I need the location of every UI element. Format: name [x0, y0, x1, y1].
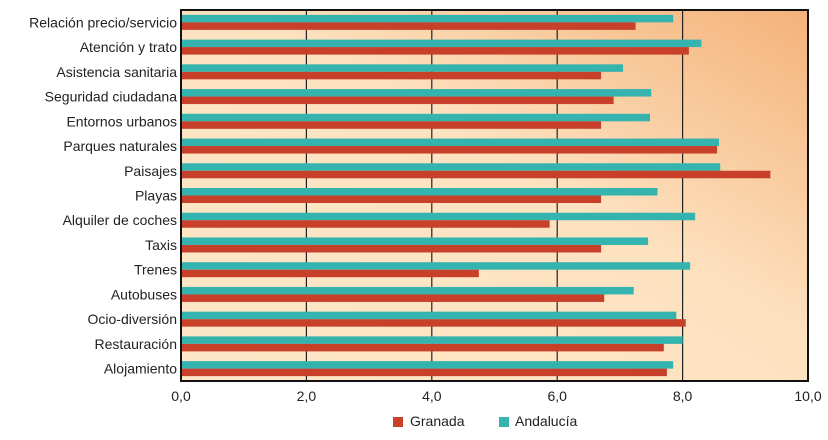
bar-granada	[181, 195, 602, 203]
bar-andalucia	[181, 64, 624, 72]
bar-andalucia	[181, 237, 649, 245]
bar-granada	[181, 294, 605, 302]
bar-andalucia	[181, 336, 683, 344]
bar-granada	[181, 269, 479, 278]
bar-granada	[181, 22, 636, 30]
bar-andalucia	[181, 286, 634, 295]
category-label: Autobuses	[111, 286, 177, 302]
bar-andalucia	[181, 163, 721, 171]
bar-andalucia	[181, 14, 674, 23]
bar-granada	[181, 121, 602, 129]
category-labels: Relación precio/servicio Atención y trato…	[29, 14, 177, 376]
bar-granada	[181, 146, 718, 154]
category-label: Atención y trato	[80, 39, 177, 55]
bars	[181, 14, 771, 377]
x-tick-label: 10,0	[794, 388, 821, 404]
category-label: Seguridad ciudadana	[45, 89, 178, 105]
plot-border	[180, 9, 809, 382]
category-label: Restauración	[95, 336, 178, 352]
legend-swatch-andalucia	[499, 417, 509, 427]
bar-granada	[181, 343, 664, 352]
category-label: Alquiler de coches	[63, 212, 177, 228]
x-tick-label: 2,0	[297, 388, 317, 404]
category-label: Taxis	[145, 237, 177, 253]
bar-granada	[181, 96, 614, 105]
category-label: Ocio-diversión	[88, 311, 177, 327]
legend-swatch-granada	[393, 417, 403, 427]
category-label: Parques naturales	[63, 138, 177, 154]
bar-granada	[181, 71, 602, 80]
bar-andalucia	[181, 311, 677, 320]
category-label: Entornos urbanos	[66, 113, 177, 129]
bar-andalucia	[181, 188, 658, 196]
bar-granada	[181, 368, 667, 377]
category-label: Paisajes	[124, 163, 177, 179]
bar-granada	[181, 244, 602, 253]
category-label: Playas	[135, 188, 177, 204]
bar-andalucia	[181, 212, 696, 221]
bar-andalucia	[181, 138, 719, 147]
bar-andalucia	[181, 262, 691, 270]
bar-granada	[181, 220, 550, 228]
legend-label-granada: Granada	[410, 413, 465, 429]
legend: Granada Andalucía	[393, 413, 577, 429]
bar-granada	[181, 170, 771, 179]
bar-andalucia	[181, 361, 674, 369]
bar-granada	[181, 47, 689, 55]
category-label: Asistencia sanitaria	[56, 64, 177, 80]
x-tick-label: 4,0	[422, 388, 442, 404]
category-label: Relación precio/servicio	[29, 14, 177, 30]
category-label: Trenes	[134, 262, 177, 278]
bar-andalucia	[181, 113, 650, 122]
legend-label-andalucia: Andalucía	[515, 413, 577, 429]
x-tick-label: 8,0	[673, 388, 693, 404]
x-tick-label: 6,0	[547, 388, 567, 404]
bar-granada	[181, 319, 686, 327]
x-tick-labels: 0,0 2,0 4,0 6,0 8,0 10,0	[171, 388, 822, 404]
x-tick-label: 0,0	[171, 388, 191, 404]
category-label: Alojamiento	[104, 361, 177, 377]
bar-andalucia	[181, 39, 702, 48]
bar-andalucia	[181, 89, 652, 97]
